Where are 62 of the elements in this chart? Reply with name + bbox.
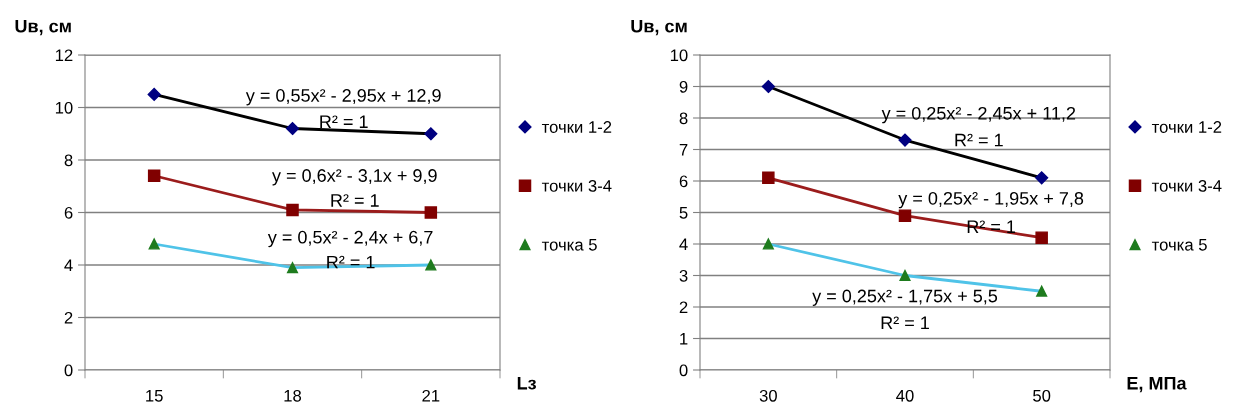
y-tick-label: 9	[679, 80, 688, 93]
annotation: R² = 1	[881, 316, 929, 329]
point	[762, 238, 774, 250]
annotation: y = 0,6x² - 3,1x + 9,9	[272, 169, 437, 186]
point	[424, 127, 438, 141]
x-axis-title: Lз	[517, 376, 536, 390]
x-tick-label: 50	[1033, 389, 1051, 402]
point	[147, 169, 161, 183]
x-tick-label: 21	[422, 389, 440, 402]
y-tick-label: 6	[679, 175, 688, 188]
legend-label: точки 3-4	[1151, 179, 1222, 192]
point	[286, 203, 299, 217]
annotation: y = 0,5x² - 2,4x + 6,7	[267, 230, 433, 248]
point	[762, 171, 775, 185]
legend-label: точки 1-2	[541, 121, 612, 133]
legend-label: точка 5	[1151, 239, 1207, 251]
y-tick-label: 10	[670, 49, 688, 62]
y-tick-label: 1	[680, 333, 688, 345]
x-axis-title: E, МПа	[1127, 376, 1187, 393]
legend-label: точки 3-4	[541, 179, 612, 192]
y-axis-title: Uв, см	[631, 19, 687, 36]
annotation: y = 0,55x² - 2,95x + 12,9	[245, 89, 441, 106]
point	[899, 269, 911, 282]
y-tick-label: 12	[55, 49, 73, 62]
annotation: y = 0,25x² - 1,75x + 5,5	[812, 289, 998, 306]
point	[1035, 171, 1049, 185]
y-tick-label: 4	[679, 238, 688, 251]
x-tick-label: 40	[896, 389, 914, 402]
point	[425, 259, 437, 271]
point	[148, 238, 160, 250]
point	[898, 209, 912, 222]
y-tick-label: 3	[679, 269, 688, 282]
y-tick-label: 5	[679, 207, 688, 219]
y-tick-label: 4	[64, 259, 73, 272]
annotation: y = 0,25x² - 2,45x + 11,2	[881, 106, 1076, 124]
legend-label: точки 1-2	[1151, 121, 1222, 133]
y-tick-label: 2	[64, 311, 73, 324]
annotation: y = 0,25x² - 1,95x + 7,8	[898, 191, 1084, 209]
annotation: R² = 1	[955, 133, 1003, 147]
y-tick-label: 10	[55, 101, 73, 114]
point	[285, 121, 300, 136]
x-tick-label: 30	[759, 389, 777, 402]
y-tick-label: 8	[64, 154, 73, 167]
point	[1035, 231, 1048, 244]
y-tick-label: 0	[679, 364, 688, 377]
y-tick-label: 7	[679, 144, 688, 156]
point	[147, 87, 161, 101]
y-tick-label: 6	[64, 206, 73, 219]
annotation: R² = 1	[320, 115, 368, 128]
point	[898, 133, 912, 147]
y-axis-title: Uв, см	[15, 19, 71, 36]
point	[1036, 285, 1048, 297]
annotation: R² = 1	[331, 194, 379, 207]
point	[286, 262, 299, 274]
legend-label: точка 5	[541, 239, 597, 251]
y-tick-label: 0	[64, 364, 73, 377]
x-tick-label: 18	[284, 389, 302, 402]
point	[424, 206, 438, 219]
x-tick-label: 15	[146, 390, 163, 402]
y-tick-label: 8	[679, 112, 688, 125]
y-tick-label: 2	[679, 301, 688, 314]
point	[761, 79, 775, 94]
